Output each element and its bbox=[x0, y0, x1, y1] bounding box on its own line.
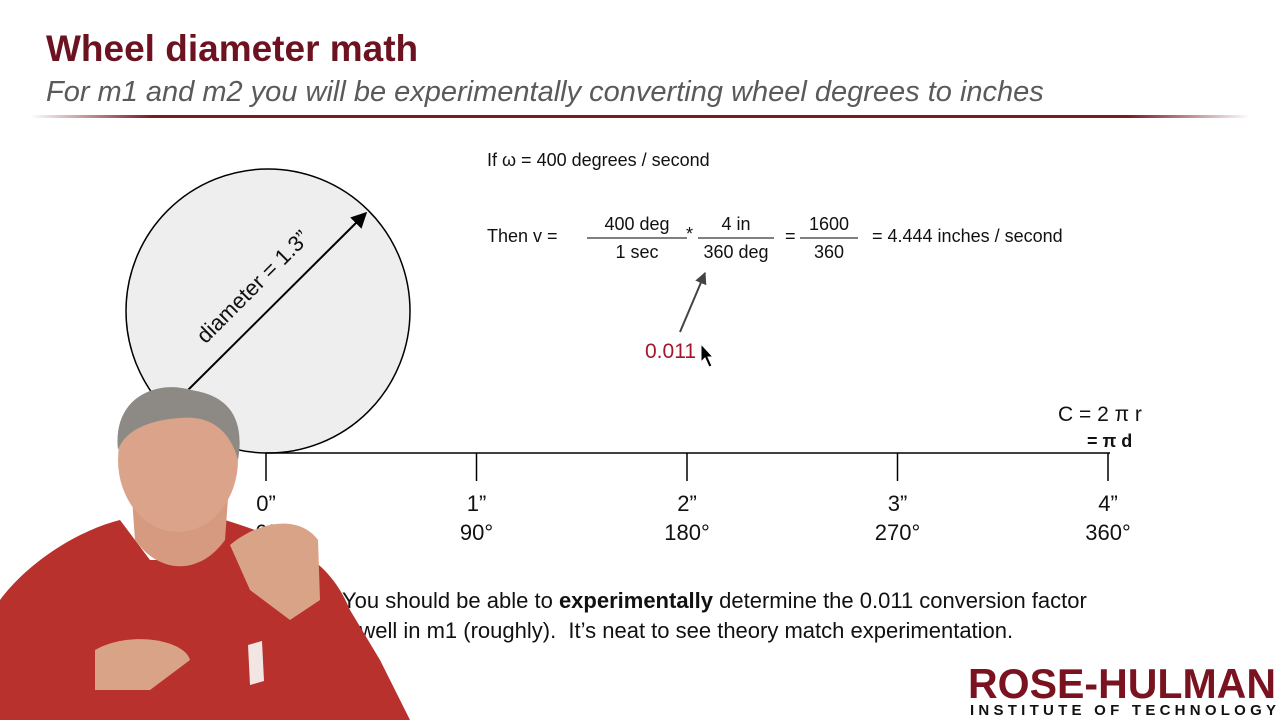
numerator: 400 deg bbox=[604, 214, 669, 234]
inch-label: 3” bbox=[888, 491, 908, 516]
inch-label: 4” bbox=[1098, 491, 1118, 516]
body-text: determine the 0.011 conversion factor bbox=[713, 588, 1087, 613]
result: = 4.444 inches / second bbox=[872, 226, 1063, 246]
body-bold: experimentally bbox=[559, 588, 714, 613]
ruler-ticks: 0”0°1”90°2”180°3”270°4”360° bbox=[255, 453, 1131, 545]
circumference: C = 2 π r bbox=[1058, 403, 1142, 426]
degree-label: 270° bbox=[875, 520, 921, 545]
header-rule bbox=[30, 115, 1250, 118]
body-text: You should be able to bbox=[342, 588, 559, 613]
given: If ω = 400 degrees / second bbox=[487, 150, 710, 170]
times: * bbox=[686, 224, 693, 244]
inch-label: 2” bbox=[677, 491, 697, 516]
denominator: 1 sec bbox=[615, 242, 658, 262]
factor-arrow bbox=[679, 271, 707, 333]
denominator: 360 bbox=[814, 242, 844, 262]
equals: = bbox=[785, 226, 796, 246]
factor: 0.011 bbox=[645, 340, 696, 363]
subtitle: For m1 and m2 you will be experimentally… bbox=[46, 76, 1044, 108]
numerator: 4 in bbox=[721, 214, 750, 234]
degree-label: 90° bbox=[460, 520, 493, 545]
inch-label: 1” bbox=[467, 491, 487, 516]
denominator: 360 deg bbox=[703, 242, 768, 262]
body-line: as well in m1 (roughly). It’s neat to se… bbox=[330, 618, 1013, 643]
equation-lhs: Then v = bbox=[487, 226, 558, 246]
circumference-alt: = π d bbox=[1087, 431, 1132, 451]
logo-name: ROSE-HULMAN bbox=[968, 660, 1276, 707]
degree-label: 180° bbox=[664, 520, 710, 545]
presenter bbox=[0, 387, 410, 720]
inch-label: 0” bbox=[256, 491, 276, 516]
numerator: 1600 bbox=[809, 214, 849, 234]
logo-tagline: INSTITUTE OF TECHNOLOGY bbox=[970, 702, 1276, 719]
body-line: You should be able to experimentally det… bbox=[342, 588, 1087, 613]
cursor bbox=[700, 342, 715, 368]
title: Wheel diameter math bbox=[46, 28, 418, 69]
fractions: 400 deg 1 sec 4 in 360 deg 1600 360 bbox=[587, 214, 858, 262]
degree-label: 360° bbox=[1085, 520, 1131, 545]
diameter-arrow bbox=[185, 211, 368, 393]
